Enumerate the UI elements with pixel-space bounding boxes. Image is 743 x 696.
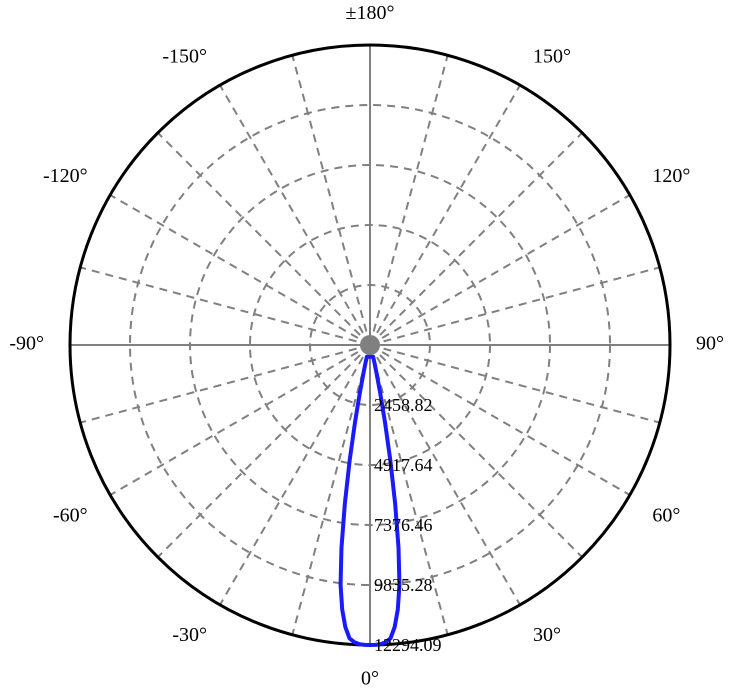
- angle-label: 60°: [652, 505, 680, 527]
- radial-label: 12294.09: [374, 635, 442, 655]
- angle-label: 120°: [652, 165, 690, 187]
- grid-spoke: [80, 345, 370, 423]
- angle-label: -150°: [162, 46, 207, 68]
- grid-spoke: [220, 85, 370, 345]
- angle-label: 30°: [533, 624, 561, 646]
- polar-chart: ±180° 150° 120° 90° 60° 30° 0° -30° -60° -90° -120…: [0, 0, 743, 696]
- grid-spoke: [370, 133, 582, 345]
- grid-spoke: [110, 345, 370, 495]
- grid-spoke: [370, 55, 448, 345]
- radial-label: 9835.28: [374, 575, 433, 595]
- angle-label: -120°: [43, 165, 88, 187]
- grid-spoke: [80, 267, 370, 345]
- grid-spoke: [158, 345, 370, 557]
- radial-label: 7376.46: [374, 515, 433, 535]
- angle-label: 0°: [361, 668, 379, 690]
- angle-label: -60°: [53, 505, 88, 527]
- angle-label: -90°: [9, 333, 44, 355]
- center-dot: [360, 335, 380, 355]
- grid-spoke: [158, 133, 370, 345]
- angle-label: ±180°: [346, 2, 395, 24]
- grid-spoke: [370, 267, 660, 345]
- grid-spoke: [292, 345, 370, 635]
- radial-label: 4917.64: [374, 455, 433, 475]
- angle-label: 90°: [696, 333, 724, 355]
- radial-label: 2458.82: [374, 395, 433, 415]
- grid-spoke: [370, 85, 520, 345]
- angle-label: -30°: [172, 624, 207, 646]
- grid-spoke: [370, 195, 630, 345]
- grid-spoke: [292, 55, 370, 345]
- grid-spoke: [110, 195, 370, 345]
- angle-label: 150°: [533, 46, 571, 68]
